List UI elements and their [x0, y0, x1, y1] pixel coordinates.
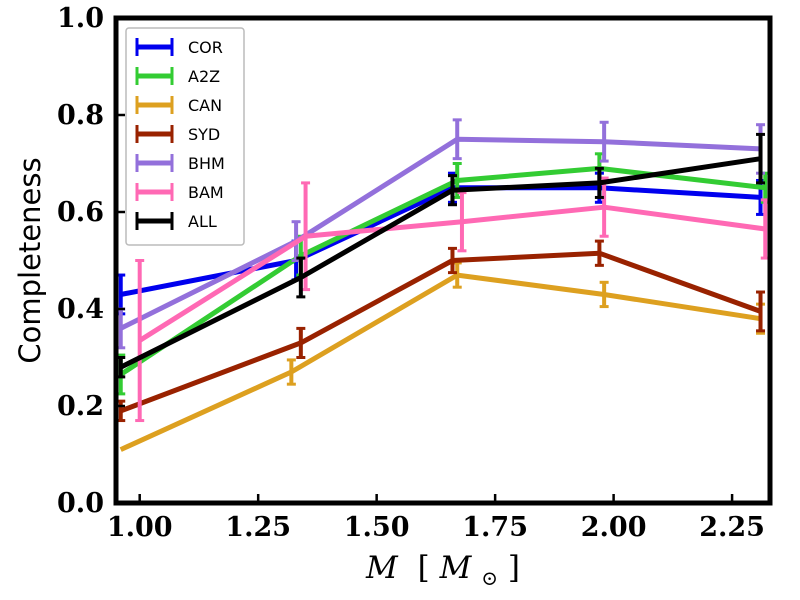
y-tick-label: 0.2: [57, 391, 104, 422]
y-tick-label: 1.0: [57, 3, 104, 34]
x-tick-label: 1.75: [462, 512, 528, 543]
legend: COR A2Z CAN SYD BHM BAM ALL: [125, 27, 245, 246]
series-syd: [116, 239, 766, 423]
series-line-can: [119, 272, 761, 452]
y-tick-label: 0.0: [57, 488, 104, 519]
x-tick-label: 2.00: [581, 512, 647, 543]
labels-layer: 1.00 1.25 1.50 1.75 2.00 2.25 0.0 0.2 0.4 0.6 0.8 1…: [57, 3, 765, 543]
legend-label: A2Z: [188, 67, 220, 86]
legend-item-all: ALL: [135, 212, 217, 231]
legend-item-bam: BAM: [135, 183, 224, 202]
legend-item-cor: COR: [135, 38, 223, 57]
legend-label: SYD: [188, 125, 220, 144]
legend-label: BHM: [188, 154, 225, 173]
x-tick-label: 1.25: [225, 512, 291, 543]
series-all: [116, 132, 766, 379]
legend-label: CAN: [188, 96, 222, 115]
x-tick-label: 1.50: [344, 512, 410, 543]
legend-label: ALL: [188, 212, 217, 231]
series-bam: [135, 176, 770, 423]
y-tick-label: 0.6: [57, 197, 104, 228]
x-tick-label: 1.00: [107, 512, 173, 543]
x-axis-label-sub: ⊙: [481, 566, 498, 590]
legend-item-bhm: BHM: [135, 154, 225, 173]
x-axis-label-open: [: [418, 550, 430, 586]
ticks-layer: [116, 16, 734, 505]
legend-item-can: CAN: [135, 96, 222, 115]
x-tick-label: 2.25: [699, 512, 765, 543]
x-axis-label: M [ M ⊙ ]: [365, 550, 520, 593]
x-axis-label-var: M: [439, 550, 473, 586]
y-tick-label: 0.8: [57, 100, 104, 131]
y-tick-label: 0.4: [57, 294, 104, 325]
series-can: [119, 261, 766, 452]
x-axis-label-close: ]: [508, 550, 520, 586]
legend-item-syd: SYD: [135, 125, 220, 144]
series-layer: [116, 118, 770, 452]
legend-label: BAM: [188, 183, 224, 202]
legend-item-a2z: A2Z: [135, 67, 220, 86]
plot-frame: [113, 15, 773, 506]
y-axis-label: Completeness: [13, 157, 47, 363]
legend-label: COR: [188, 38, 223, 57]
x-axis-label-main: M: [365, 550, 399, 586]
